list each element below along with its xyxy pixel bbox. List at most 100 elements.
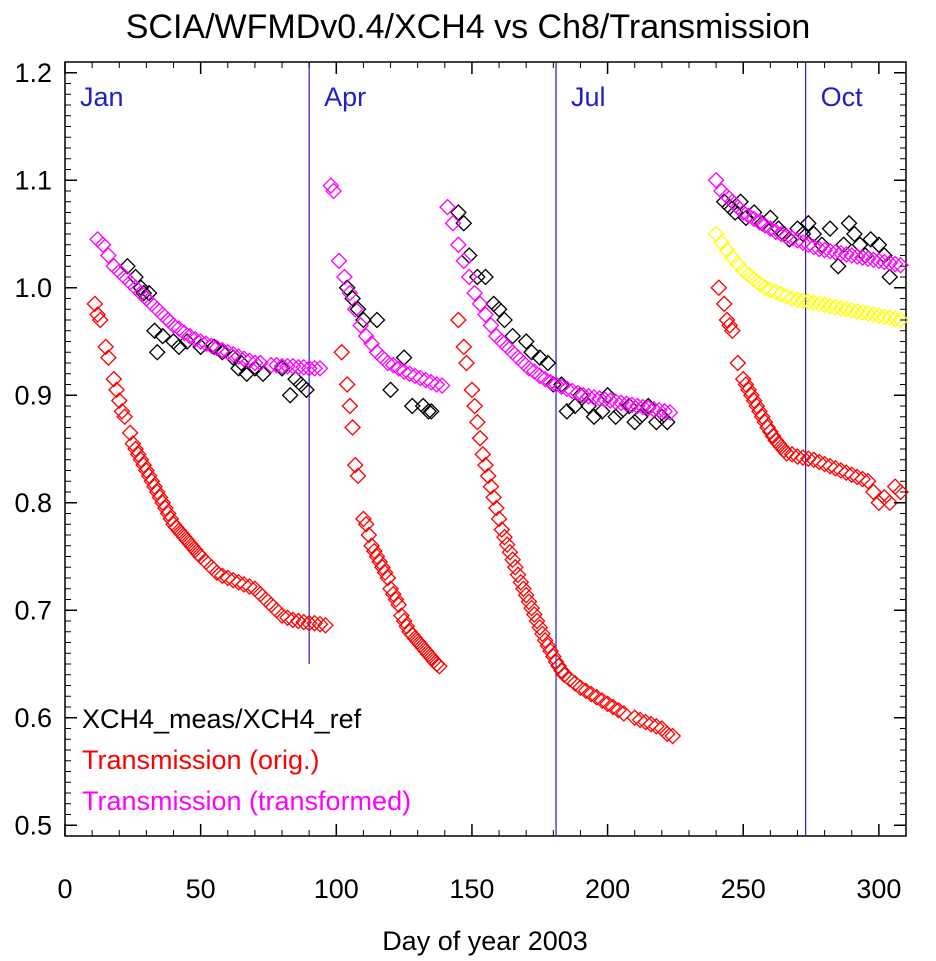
data-point <box>89 230 106 248</box>
data-point <box>547 376 565 393</box>
data-point <box>528 612 546 630</box>
data-point <box>203 558 220 576</box>
legend-entry: Transmission (transformed) <box>82 786 411 816</box>
data-point <box>384 356 402 374</box>
data-point <box>756 216 774 234</box>
data-point <box>723 322 741 340</box>
data-point <box>148 300 166 318</box>
data-point <box>170 338 188 356</box>
data-point <box>639 399 657 417</box>
data-point <box>799 293 817 311</box>
data-point <box>531 349 549 367</box>
data-point <box>650 401 668 419</box>
data-point <box>721 316 739 334</box>
data-point <box>843 301 861 319</box>
data-point <box>108 381 125 399</box>
data-point <box>143 472 161 490</box>
data-point <box>805 451 823 469</box>
x-tick-label: 200 <box>585 874 630 904</box>
data-point <box>146 322 163 340</box>
data-point <box>341 397 359 415</box>
data-point <box>642 715 660 733</box>
data-point <box>91 311 109 329</box>
data-point <box>379 354 397 372</box>
data-point <box>254 365 272 383</box>
data-point <box>311 359 329 377</box>
data-point <box>862 230 880 248</box>
data-point <box>536 631 554 649</box>
data-point <box>235 350 253 368</box>
data-point <box>449 236 467 254</box>
data-point <box>341 284 359 302</box>
data-point <box>99 247 117 264</box>
data-point <box>821 457 839 475</box>
y-tick-label: 1.2 <box>14 58 52 88</box>
data-point <box>224 571 242 589</box>
data-point <box>794 292 812 310</box>
data-point <box>764 427 782 445</box>
data-point <box>783 445 801 463</box>
data-point <box>707 225 725 243</box>
data-point <box>563 382 581 400</box>
data-point <box>230 348 248 365</box>
data-point <box>387 591 405 608</box>
data-point <box>772 225 790 243</box>
data-point <box>273 359 291 377</box>
data-point <box>468 413 486 431</box>
data-point <box>208 339 226 357</box>
data-point <box>205 338 223 356</box>
data-point <box>810 295 828 313</box>
data-point <box>715 295 733 313</box>
data-point <box>449 204 467 221</box>
data-point <box>658 725 676 743</box>
data-point <box>729 255 747 273</box>
data-point <box>761 209 779 227</box>
data-point <box>298 381 315 399</box>
data-point <box>493 521 511 539</box>
data-point <box>580 387 598 405</box>
data-point <box>843 247 861 264</box>
data-point <box>140 284 158 302</box>
data-point <box>591 390 608 407</box>
data-point <box>357 327 375 345</box>
data-point <box>870 494 888 512</box>
data-point <box>224 349 242 367</box>
data-point <box>816 455 834 473</box>
data-point <box>778 287 796 305</box>
data-point <box>295 613 313 631</box>
data-point <box>713 234 730 252</box>
data-point <box>631 711 649 729</box>
data-point <box>631 408 649 426</box>
data-point <box>504 343 522 361</box>
data-point <box>626 709 644 727</box>
data-point <box>86 295 104 313</box>
data-point <box>306 614 324 632</box>
data-point <box>490 300 508 318</box>
data-point <box>892 256 909 274</box>
data-point <box>789 291 806 308</box>
data-point <box>577 682 595 700</box>
data-point <box>306 359 324 377</box>
data-point <box>783 290 801 307</box>
data-point <box>629 397 646 415</box>
data-point <box>487 499 505 517</box>
data-point <box>175 324 193 342</box>
data-point <box>287 370 305 388</box>
data-point <box>539 354 557 372</box>
data-point <box>789 448 806 465</box>
data-point <box>219 343 237 361</box>
data-point <box>810 453 828 471</box>
data-point <box>346 300 364 318</box>
y-tick-label: 0.7 <box>14 595 52 625</box>
data-point <box>455 338 473 356</box>
data-point <box>203 337 220 355</box>
data-point <box>146 478 163 496</box>
data-point <box>279 357 296 375</box>
data-point <box>116 408 134 426</box>
data-point <box>295 358 313 376</box>
data-point <box>745 270 763 288</box>
data-point <box>645 400 663 418</box>
data-point <box>542 642 560 660</box>
x-tick-label: 300 <box>856 874 901 904</box>
data-point <box>523 343 541 361</box>
